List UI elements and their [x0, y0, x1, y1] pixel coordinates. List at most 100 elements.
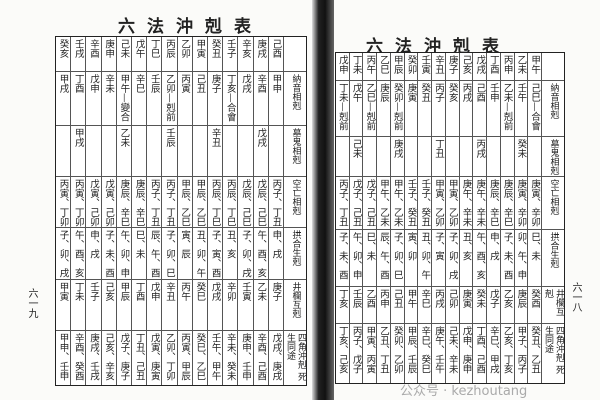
table-cell-text: 丙寅 [179, 73, 191, 93]
table-cell-text: 戊寅、己卯 [103, 179, 115, 227]
table-cell [223, 126, 238, 178]
table-cell: 戊辰、己巳 [238, 177, 253, 229]
row-label-column: 納音相剋 墓鬼相剋 空亡相剋 拱合生剋 井欄互剋 四角沖剋 死生同途 [541, 53, 564, 383]
table-cell [363, 137, 377, 178]
table-cell: 己丑 [192, 72, 207, 127]
table-cell-text: 庚申、壬申 [239, 333, 251, 381]
table-cell: 辛丑 [162, 280, 177, 332]
table-cell: 壬子 [86, 280, 101, 332]
table-cell: 癸未 [514, 137, 528, 178]
column-header: 丙辰 [162, 37, 177, 72]
table-cell: 庚子 [268, 280, 283, 332]
table-cell-text: 丙子 [432, 82, 444, 102]
table-cell: 寅、辰 [177, 228, 192, 281]
table-cell: 午、酉、亥 [473, 230, 487, 287]
table-cell-text: 丁亥—合會 [224, 73, 236, 122]
table-cell: 庚午、辛未 [473, 177, 487, 230]
table-cell: 子、卯、巳 [390, 230, 404, 287]
table-cell-text: 辛未 [103, 73, 115, 93]
column-header: 丁巳 [147, 37, 162, 72]
table-cell-text: 丙子、戊子 [350, 326, 362, 374]
header-corner [284, 37, 306, 72]
table-cell-text: 戊子 [487, 288, 499, 308]
table-cell: 庚申、壬申 [238, 331, 252, 385]
table-cell: 壬辰 [349, 287, 363, 325]
table-cell-text: 丑、亥 [224, 230, 236, 259]
row-label: 墓鬼相剋 [284, 126, 306, 178]
table-cell: 午、卯、申 [349, 230, 363, 287]
right-table: 納音相剋 墓鬼相剋 空亡相剋 拱合生剋 井欄互剋 四角沖剋 死生同途 甲午 己巳—合會 庚寅、辛… [335, 52, 565, 384]
table-cell [131, 126, 147, 178]
table-cell: 甲申 [268, 72, 283, 127]
table-cell-text: 壬辰 [350, 288, 362, 308]
table-column: 丙申 乙未—剋前 庚辰、辛巳 子、未、酉 乙亥 乙亥、丁亥 [499, 53, 514, 383]
table-cell-text: 庚戌、壬戌 [87, 333, 99, 381]
table-cell: 丁亥—合會 [223, 72, 238, 127]
column-header: 辛丑 [432, 53, 445, 81]
table-cell: 子、未、酉 [335, 230, 349, 287]
table-cell: 丁未—剋前 [335, 81, 349, 138]
table-cell: 子、卯、戌 [445, 230, 459, 287]
column-header: 乙未 [514, 53, 528, 81]
table-cell [418, 137, 432, 178]
table-cell-text: 乙酉 [364, 288, 376, 308]
table-cell: 甲寅、乙卯 [445, 177, 459, 230]
table-cell: 丙午 [177, 280, 192, 332]
table-column: 丙午 乙巳—剋前 戊子、己丑 巳、未 乙酉 甲寅、丙寅 [362, 53, 377, 383]
column-header: 丙申 [500, 53, 514, 81]
table-cell-text: 己亥 [103, 282, 115, 302]
table-cell-text: 庚辰 [378, 82, 390, 102]
table-cell: 庚寅、辛卯 [528, 177, 541, 230]
row-label: 空亡相剋 [542, 177, 564, 230]
table-cell: 丁亥、己亥 [336, 324, 349, 383]
column-header-text: 庚申 [103, 39, 115, 58]
table-cell-text: 甲午—變合 [118, 73, 130, 122]
table-cell: 戊子、庚子 [117, 331, 131, 385]
table-cell-text: 乙未 [255, 282, 267, 302]
table-cell: 丙申 [377, 287, 390, 325]
column-header-text: 乙卯 [179, 39, 191, 58]
table-column: 己未 甲午—變合 乙未 庚辰、辛巳 午、卯、申 甲辰 戊子、庚子 [115, 37, 131, 385]
table-column: 壬寅 癸丑 壬子、癸丑 丑、卯、午 辛巳 辛巳、癸巳 [417, 53, 432, 383]
table-cell-text: 辛巳、甲戌 [487, 326, 499, 374]
table-cell-text: 癸巳 [194, 282, 206, 302]
column-header: 甲寅 [192, 37, 207, 72]
table-cell-text: 丑、卯、午 [194, 230, 206, 278]
table-cell: 丙子、丁丑 [162, 177, 177, 229]
table-cell: 己巳—合會 [528, 81, 541, 138]
table-cell-text: 戊戌 [255, 128, 267, 148]
table-cell: 戊申 [147, 280, 162, 332]
table-cell: 癸巳 [192, 280, 207, 332]
row-label: 四角沖剋 死生同途 [542, 324, 564, 383]
table-cell: 乙酉 [363, 287, 377, 325]
table-cell-text: 己未 [350, 139, 362, 159]
table-cell-text: 庚辰、辛巳 [133, 179, 145, 227]
column-header: 丁酉 [487, 53, 500, 81]
column-header-text: 庚戌 [255, 39, 267, 58]
table-cell: 甲辰、乙巳 [177, 177, 192, 229]
table-column: 乙未 壬午 癸未 庚寅、辛卯 卯、午、申 庚辰 甲子、丙子 [513, 53, 528, 383]
table-cell-text: 庚寅 [460, 288, 472, 308]
table-cell-text: 巳、未 [133, 230, 145, 259]
table-cell: 辛丑 [207, 126, 223, 178]
table-cell-text: 丁丑、己丑 [133, 333, 145, 381]
table-cell-text: 子、寅 [432, 231, 444, 261]
table-cell: 辛未、癸未 [223, 331, 237, 385]
table-cell-text: 丙寅、丁卯 [57, 179, 69, 227]
table-cell [177, 126, 192, 178]
table-cell [192, 126, 207, 178]
table-cell-text: 戊子、己丑 [364, 179, 376, 227]
table-cell-text: 庚午、辛未 [474, 179, 486, 227]
table-cell: 庚子 [207, 72, 223, 127]
table-cell-text: 壬申 [487, 82, 499, 102]
table-column: 乙卯 丙寅 甲辰、乙巳 寅、辰 丙午 丙寅、甲辰 [176, 37, 192, 385]
table-cell-text: 辛未、癸未 [224, 333, 236, 381]
table-cell-text: 丙子、丁丑 [270, 179, 282, 227]
column-header-text: 辛亥 [239, 39, 251, 58]
table-cell-text: 癸酉 [529, 288, 541, 308]
table-cell-text: 巳、未 [529, 231, 541, 261]
table-cell: 丙戌 [473, 137, 487, 178]
table-cell-text: 戊戌 [239, 73, 251, 93]
table-cell-text: 庚辰、辛巳 [501, 179, 513, 227]
row-label-text: 納音相剋 [290, 73, 301, 110]
